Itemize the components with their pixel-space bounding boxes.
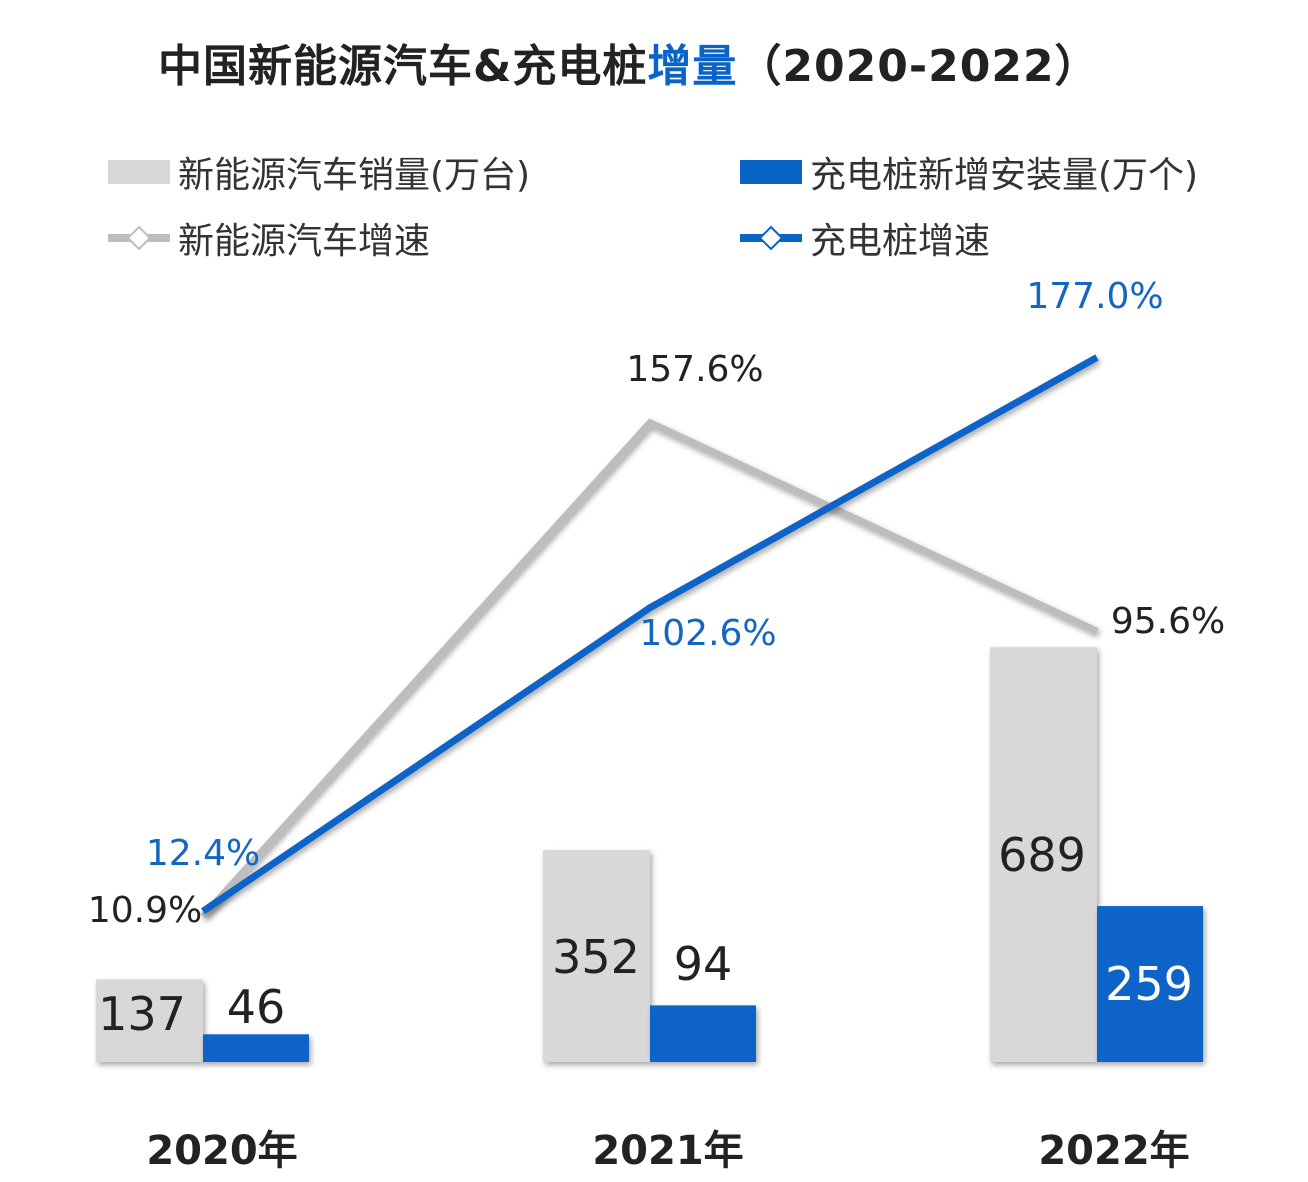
point-label-ev-growth: 157.6% xyxy=(626,349,763,390)
x-tick-label: 2021年 xyxy=(592,1128,743,1174)
bar-label-ev: 352 xyxy=(552,930,640,984)
line-ev-growth xyxy=(200,418,1099,919)
title-range: （2020-2022） xyxy=(737,41,1100,92)
point-label-ev-growth: 10.9% xyxy=(88,890,202,931)
legend-pile-installs: 充电桩新增安装量(万个) xyxy=(740,146,1198,198)
chart-title: 中国新能源汽车&充电桩增量（2020-2022） xyxy=(158,30,1100,94)
point-label-pile-growth: 12.4% xyxy=(146,833,260,874)
legend-ev-sales: 新能源汽车销量(万台) xyxy=(108,146,530,198)
point-label-pile-growth: 177.0% xyxy=(1026,276,1163,317)
x-tick-label: 2020年 xyxy=(146,1128,297,1174)
bar-label-ev: 137 xyxy=(98,987,186,1041)
bar-label-pile: 259 xyxy=(1105,957,1193,1011)
legend-swatch-blue xyxy=(740,160,802,184)
legend-label: 新能源汽车增速 xyxy=(178,221,431,262)
legend-swatch-gray xyxy=(108,160,170,184)
title-main: 中国新能源汽车&充电桩 xyxy=(158,41,648,92)
bar-label-pile: 46 xyxy=(227,980,286,1034)
legend-pile-growth: 充电桩增速 xyxy=(740,212,990,264)
legend-label: 新能源汽车销量(万台) xyxy=(178,155,531,196)
bar-ev-sales xyxy=(990,647,1097,1062)
legend-ev-growth: 新能源汽车增速 xyxy=(108,212,430,264)
bar-ev-sales xyxy=(96,979,203,1062)
legend-label: 充电桩新增安装量(万个) xyxy=(810,155,1199,196)
bar-label-ev: 689 xyxy=(998,828,1086,882)
bar-ev-sales xyxy=(543,850,650,1062)
point-label-pile-growth: 102.6% xyxy=(639,613,776,654)
bar-pile-installs xyxy=(1097,906,1203,1062)
legend-line-diamond-blue-icon xyxy=(740,225,802,251)
legend-label: 充电桩增速 xyxy=(810,221,991,262)
x-tick-label: 2022年 xyxy=(1038,1128,1189,1174)
bar-label-pile: 94 xyxy=(674,937,733,991)
line-pile-growth xyxy=(201,354,1099,915)
point-label-ev-growth: 95.6% xyxy=(1111,601,1225,642)
bar-pile-installs xyxy=(650,1005,756,1062)
legend-line-diamond-gray-icon xyxy=(108,225,170,251)
bar-pile-installs xyxy=(203,1034,309,1062)
title-highlight: 增量 xyxy=(647,41,738,92)
